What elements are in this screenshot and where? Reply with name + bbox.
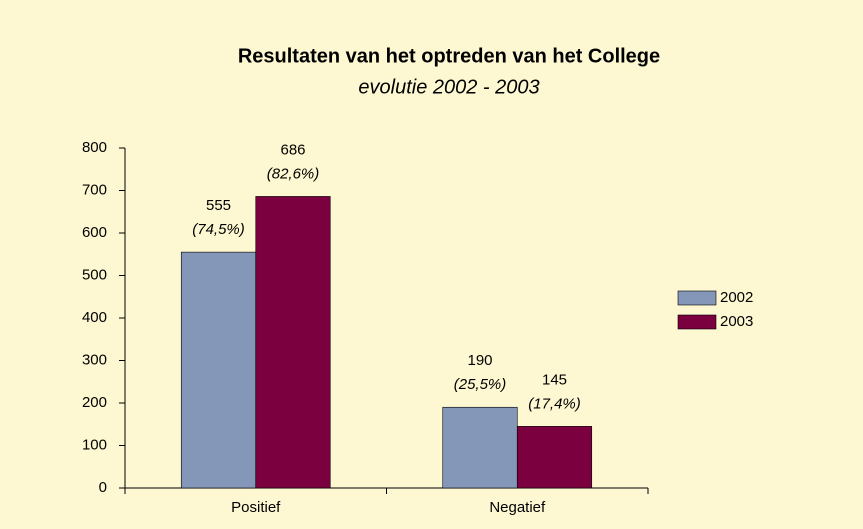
- y-tick-label: 800: [82, 139, 107, 156]
- y-tick-label: 100: [82, 436, 107, 453]
- y-tick-label: 600: [82, 224, 107, 241]
- share-label: (74,5%): [192, 221, 245, 238]
- y-tick-label: 400: [82, 309, 107, 326]
- value-label: 686: [280, 141, 305, 158]
- share-label: (25,5%): [454, 376, 507, 393]
- chart-subtitle: evolutie 2002 - 2003: [358, 76, 539, 98]
- bar: [516, 426, 593, 489]
- value-label: 190: [467, 352, 492, 369]
- bar: [255, 196, 331, 489]
- value-label: 555: [206, 197, 231, 214]
- share-label: (82,6%): [267, 165, 320, 182]
- value-label: 145: [542, 371, 567, 388]
- y-tick-label: 200: [82, 394, 107, 411]
- x-tick-label: Negatief: [489, 499, 546, 516]
- legend-swatch: [677, 290, 717, 306]
- legend-label: 2003: [720, 313, 753, 330]
- chart-title: Resultaten van het optreden van het Coll…: [238, 45, 660, 67]
- bar: [442, 406, 518, 489]
- y-tick-label: 300: [82, 351, 107, 368]
- y-tick-label: 500: [82, 266, 107, 283]
- legend-swatch: [677, 314, 717, 330]
- bar: [180, 251, 257, 489]
- y-tick-label: 0: [99, 479, 107, 496]
- share-label: (17,4%): [528, 395, 581, 412]
- legend-label: 2002: [720, 289, 753, 306]
- y-tick-label: 700: [82, 181, 107, 198]
- x-tick-label: Positief: [231, 499, 281, 516]
